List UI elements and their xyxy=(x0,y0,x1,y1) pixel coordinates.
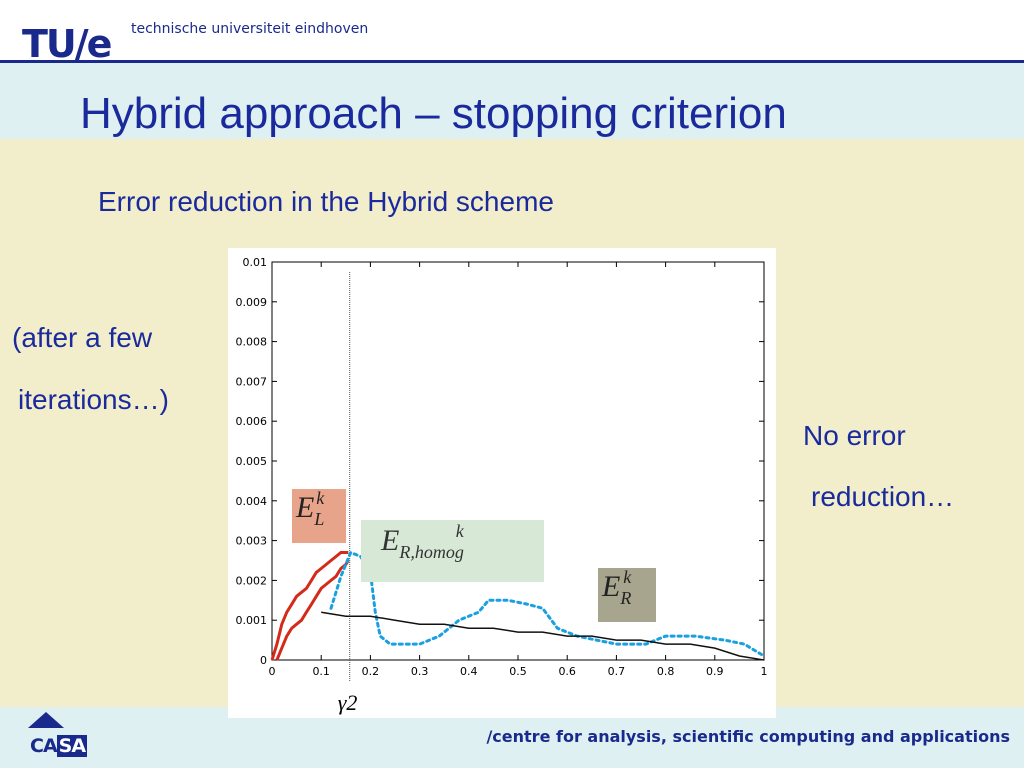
label-e-r-homog-sup: k xyxy=(455,521,464,542)
left-note-line-1: (after a few xyxy=(12,322,153,353)
casa-logo-icon xyxy=(28,712,64,728)
x-tick-label: 0.6 xyxy=(558,665,576,678)
header-divider xyxy=(0,60,1024,63)
y-tick-label: 0.009 xyxy=(236,296,268,309)
x-tick-label: 0.7 xyxy=(608,665,626,678)
label-e-r-homog-sub: R,homog xyxy=(399,542,464,563)
label-e-l-k-base: E xyxy=(296,491,315,524)
x-tick-label: 0.5 xyxy=(509,665,527,678)
y-tick-label: 0.006 xyxy=(236,415,268,428)
x-tick-label: 0.4 xyxy=(460,665,478,678)
right-note-line-2: reduction… xyxy=(811,481,955,512)
label-e-l-k-sup: k xyxy=(316,488,325,509)
header-bar xyxy=(0,0,1024,62)
label-e-l-k-sub: L xyxy=(314,509,325,530)
label-e-r-k-sub: R xyxy=(620,588,632,609)
y-tick-label: 0.007 xyxy=(236,375,268,388)
x-tick-label: 0.2 xyxy=(362,665,380,678)
y-tick-label: 0.004 xyxy=(236,495,268,508)
slide-subtitle: Error reduction in the Hybrid scheme xyxy=(98,186,554,217)
x-tick-label: 0.3 xyxy=(411,665,429,678)
error-chart: 0 0.1 0.2 0.3 0.4 0.5 0.6 0.7 0.8 0.9 1 0 0.001 0.002… xyxy=(228,248,776,718)
x-tick-label: 0.8 xyxy=(657,665,675,678)
footer-text: /centre for analysis, scientific computi… xyxy=(486,727,1010,746)
casa-logo-text-ca: CA xyxy=(30,735,58,757)
x-tick-label: 0.9 xyxy=(706,665,724,678)
right-note-line-1: No error xyxy=(803,420,906,451)
label-e-r-k-sup: k xyxy=(623,567,632,588)
y-tick-label: 0.005 xyxy=(236,455,268,468)
x-tick-label: 1 xyxy=(761,665,768,678)
label-e-r-homog-base: E xyxy=(381,524,400,557)
x-tick-label: 0.1 xyxy=(312,665,330,678)
logo-text: TU/e xyxy=(22,22,112,66)
gamma-label: γ2 xyxy=(338,690,358,715)
series-line-0 xyxy=(270,551,349,661)
left-note-line-2: iterations…) xyxy=(18,384,169,415)
label-e-r-homog-k: ER,homogk xyxy=(361,520,544,582)
university-name: technische universiteit eindhoven xyxy=(131,21,369,37)
casa-logo: CA SA xyxy=(30,735,88,757)
y-tick-label: 0.001 xyxy=(236,614,268,627)
series-line-3 xyxy=(321,611,765,661)
tue-logo: TU/e xyxy=(22,22,112,66)
label-e-r-k-base: E xyxy=(602,570,621,603)
casa-logo-text-sa: SA xyxy=(56,735,88,757)
series-line-1 xyxy=(275,559,350,661)
y-tick-label: 0.008 xyxy=(236,336,268,349)
y-tick-label: 0.01 xyxy=(243,256,268,269)
label-e-r-k: ERk xyxy=(598,567,656,622)
label-e-l-k: ELk xyxy=(292,488,346,543)
y-tick-label: 0.002 xyxy=(236,574,268,587)
x-tick-label: 0 xyxy=(269,665,276,678)
chart-background xyxy=(228,248,776,718)
title-band xyxy=(0,63,1024,139)
y-tick-label: 0 xyxy=(260,654,267,667)
page-title: Hybrid approach – stopping criterion xyxy=(80,89,787,138)
y-tick-label: 0.003 xyxy=(236,535,268,548)
